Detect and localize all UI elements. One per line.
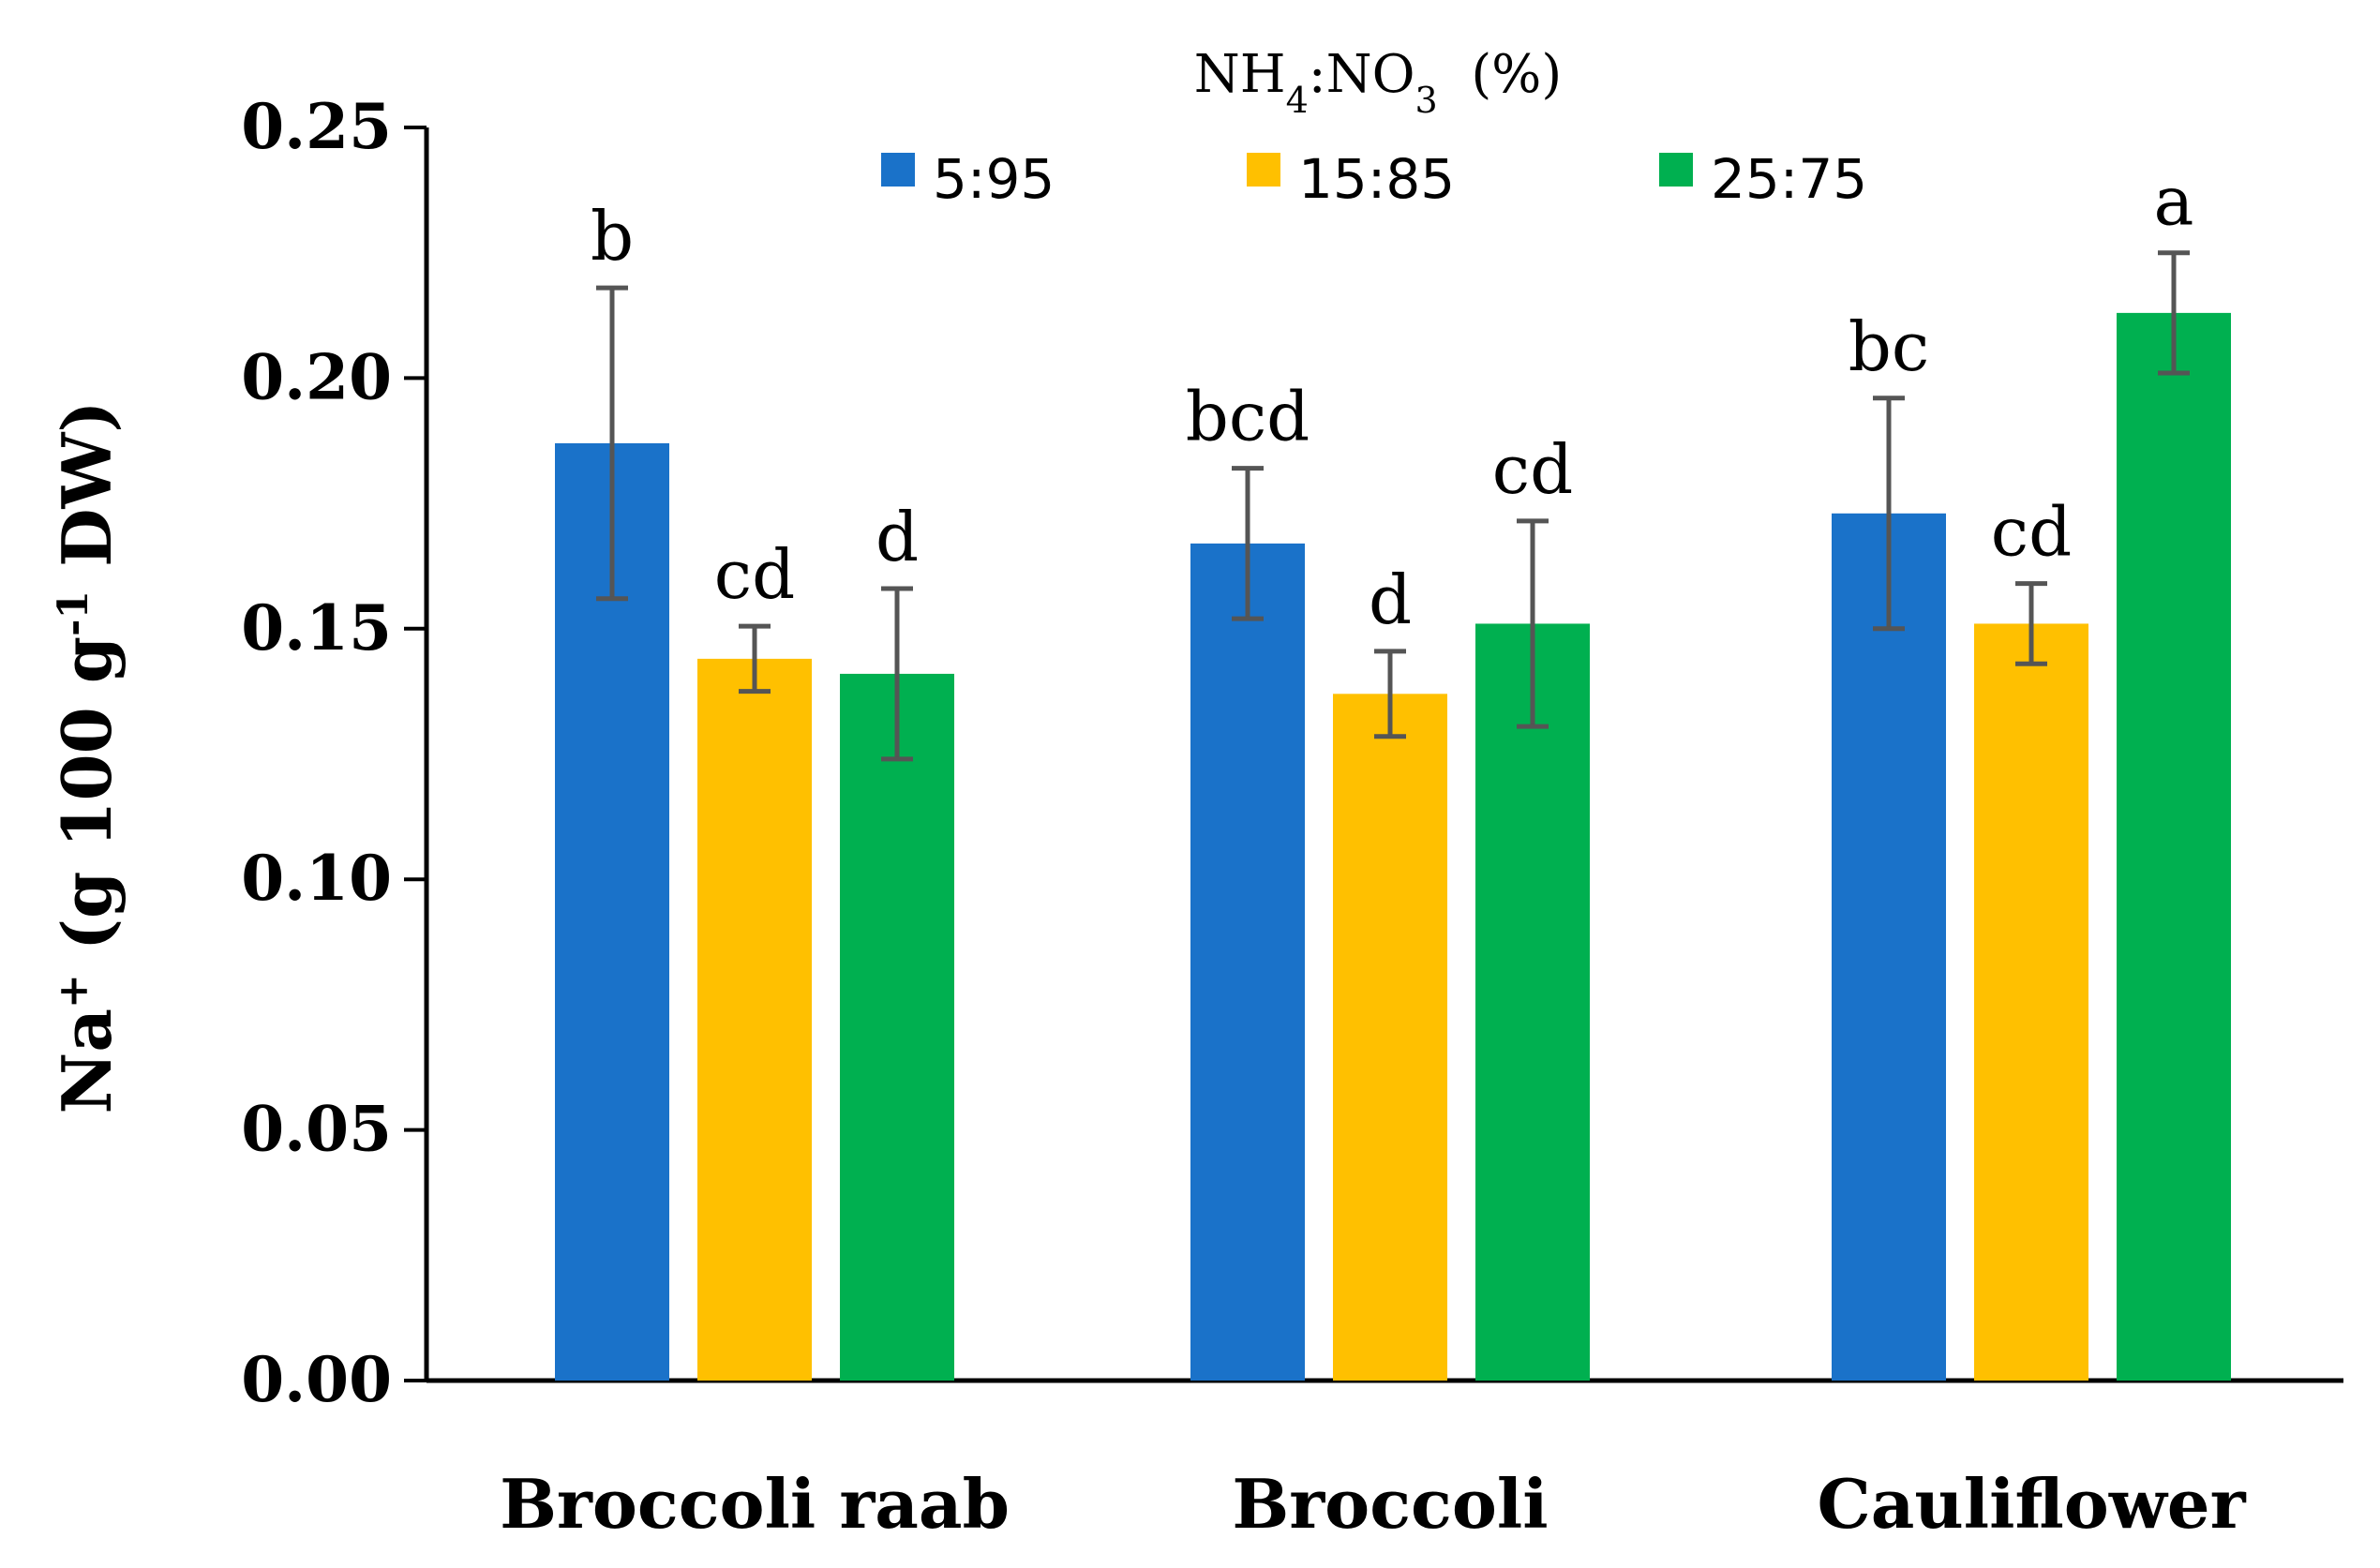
legend: 5:95 15:85 25:75 bbox=[881, 147, 1867, 211]
y-tick-label: 0.15 bbox=[241, 591, 392, 665]
bar bbox=[1832, 513, 1946, 1381]
legend-title: NH4:NO3 (%) bbox=[1194, 44, 1563, 121]
y-tick-label: 0.25 bbox=[241, 90, 392, 163]
significance-letter: cd bbox=[1991, 493, 2072, 572]
legend-swatch bbox=[1247, 153, 1280, 187]
significance-letter: d bbox=[1369, 560, 1412, 639]
error-bar bbox=[1374, 649, 1406, 739]
error-bar bbox=[596, 285, 628, 602]
bar bbox=[697, 658, 812, 1381]
y-tick-label: 0.00 bbox=[241, 1343, 392, 1416]
legend-label: 15:85 bbox=[1298, 147, 1455, 211]
legend-entry: 25:75 bbox=[1659, 147, 1867, 211]
significance-letter: d bbox=[876, 498, 919, 576]
axes: 0.00 0.05 0.10 0.15 0.20 0.25 bbox=[241, 90, 2343, 1416]
error-bar bbox=[1232, 466, 1264, 621]
category-label: Broccoli raab bbox=[500, 1464, 1010, 1544]
category-label: Broccoli bbox=[1232, 1464, 1548, 1544]
bar bbox=[840, 673, 954, 1381]
significance-letter: cd bbox=[1492, 430, 1573, 509]
error-bar bbox=[1517, 518, 1549, 729]
legend-label: 25:75 bbox=[1711, 147, 1867, 211]
significance-letter: a bbox=[2154, 162, 2194, 241]
legend-swatch bbox=[881, 153, 915, 187]
error-bar bbox=[1873, 396, 1905, 632]
error-bar bbox=[2158, 250, 2190, 376]
category-label: Cauliflower bbox=[1817, 1464, 2246, 1544]
y-tick-label: 0.20 bbox=[241, 340, 392, 413]
bar bbox=[1974, 623, 2088, 1381]
error-bar bbox=[881, 586, 913, 762]
error-bar bbox=[739, 623, 771, 694]
bar bbox=[1475, 623, 1590, 1381]
y-tick-label: 0.10 bbox=[241, 842, 392, 915]
bar bbox=[1190, 543, 1305, 1381]
legend-entry: 15:85 bbox=[1247, 147, 1455, 211]
error-bars-layer bbox=[596, 250, 2190, 762]
legend-swatch bbox=[1659, 153, 1693, 187]
category-labels-layer: Broccoli raab Broccoli Cauliflower bbox=[500, 1464, 2247, 1544]
bar bbox=[2117, 312, 2231, 1381]
y-axis-title: Na+ (g 100 g-1 DW) bbox=[47, 401, 127, 1114]
legend-entry: 5:95 bbox=[881, 147, 1055, 211]
bars-layer bbox=[555, 312, 2231, 1381]
significance-letter: cd bbox=[714, 535, 795, 614]
significance-letter: bc bbox=[1849, 307, 1929, 386]
error-bar bbox=[2015, 581, 2047, 666]
significance-letter: b bbox=[591, 197, 634, 276]
significance-letter: bcd bbox=[1186, 378, 1310, 456]
legend-label: 5:95 bbox=[933, 147, 1055, 211]
y-tick-label: 0.05 bbox=[241, 1093, 392, 1166]
bar bbox=[1333, 694, 1447, 1381]
